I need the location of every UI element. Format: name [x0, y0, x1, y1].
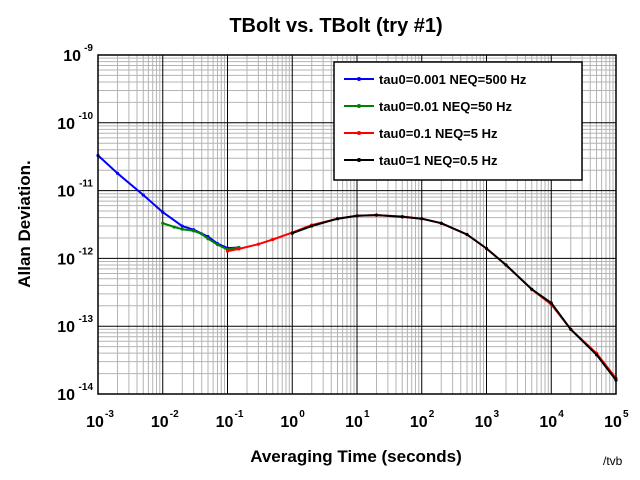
series-1-point: [180, 224, 184, 228]
series-1-point: [141, 193, 145, 197]
series-3-point: [237, 247, 241, 251]
chart-title: TBolt vs. TBolt (try #1): [229, 15, 442, 37]
x-tick-exponent: -3: [105, 409, 114, 420]
series-2-point: [161, 221, 165, 225]
series-2-point: [172, 225, 176, 229]
legend-label-3: tau0=0.1 NEQ=5 Hz: [379, 126, 498, 141]
series-layer: [96, 153, 618, 382]
x-tick-label: 10: [539, 414, 557, 431]
series-4-point: [310, 224, 314, 228]
footnote-text: /tvb: [603, 454, 623, 468]
legend-marker-1: [357, 77, 361, 81]
x-tick-label: 10: [345, 414, 363, 431]
x-tick-label: 10: [475, 414, 493, 431]
y-tick-label: 10: [57, 116, 75, 133]
series-2-point: [206, 237, 210, 241]
series-2-point: [180, 227, 184, 231]
series-3-point: [225, 249, 230, 253]
series-4-point: [504, 263, 508, 267]
series-4-point: [569, 327, 573, 331]
legend-label-2: tau0=0.01 NEQ=50 Hz: [379, 99, 512, 114]
series-2-point: [200, 232, 204, 236]
x-tick-exponent: 1: [364, 409, 370, 420]
series-3-point: [256, 242, 260, 246]
x-tick-label: 10: [410, 414, 428, 431]
series-2-point: [192, 229, 196, 233]
legend-marker-3: [357, 131, 361, 135]
legend-label-1: tau0=0.001 NEQ=500 Hz: [379, 72, 527, 87]
series-4-point: [335, 217, 340, 221]
x-tick-exponent: 5: [623, 409, 629, 420]
x-tick-exponent: -2: [170, 409, 179, 420]
legend-box: [333, 61, 583, 181]
series-line-4: [291, 214, 617, 381]
series-4-point: [374, 213, 379, 217]
y-tick-exponent: -12: [79, 246, 94, 257]
series-4-point: [465, 232, 469, 237]
x-tick-label: 10: [151, 414, 169, 431]
x-tick-label: 10: [216, 414, 234, 431]
x-tick-exponent: 3: [494, 409, 500, 420]
y-tick-exponent: -14: [79, 382, 94, 393]
series-4-point: [420, 217, 424, 221]
legend: tau0=0.001 NEQ=500 Hz tau0=0.01 NEQ=50 Hz…: [333, 61, 583, 181]
x-tick-exponent: -1: [235, 409, 244, 420]
x-tick-label: 10: [86, 414, 104, 431]
series-4-point: [549, 301, 553, 305]
y-tick-exponent: -10: [79, 111, 94, 122]
y-tick-exponent: -13: [79, 314, 94, 325]
y-tick-exponent: -11: [79, 179, 93, 190]
y-axis-label: Allan Deviation.: [15, 160, 34, 288]
series-4-point: [439, 221, 443, 225]
legend-marker-2: [357, 104, 361, 108]
series-2-point: [215, 242, 220, 247]
x-tick-label: 10: [280, 414, 298, 431]
series-4-point: [355, 214, 359, 218]
y-tick-label: 10: [57, 387, 75, 404]
legend-label-4: tau0=1 NEQ=0.5 Hz: [379, 153, 498, 168]
y-tick-label: 10: [57, 319, 75, 336]
legend-marker-4: [357, 158, 361, 162]
y-tick-exponent: -9: [84, 43, 93, 54]
series-1-point: [115, 171, 120, 175]
plot-frame: [97, 54, 617, 395]
x-tick-exponent: 2: [429, 409, 435, 420]
x-tick-labels: 10 -3 10 -2 10 -1 10 0 10 1 10 2 10 3 10 4 10 5: [86, 409, 629, 431]
series-4-point: [290, 231, 294, 235]
series-3-point: [271, 237, 275, 242]
series-4-point: [400, 215, 404, 219]
x-tick-exponent: 0: [299, 409, 305, 420]
y-tick-label: 10: [63, 48, 81, 65]
series-4-point: [484, 246, 489, 251]
x-axis-label: Averaging Time (seconds): [250, 447, 462, 466]
series-line-1: [97, 154, 239, 250]
series-1-point: [161, 210, 165, 214]
y-tick-label: 10: [57, 251, 75, 268]
series-4-point: [594, 353, 599, 357]
x-tick-exponent: 4: [558, 409, 564, 420]
y-tick-label: 10: [57, 184, 75, 201]
x-tick-label: 10: [604, 414, 622, 431]
series-4-point: [530, 287, 534, 291]
